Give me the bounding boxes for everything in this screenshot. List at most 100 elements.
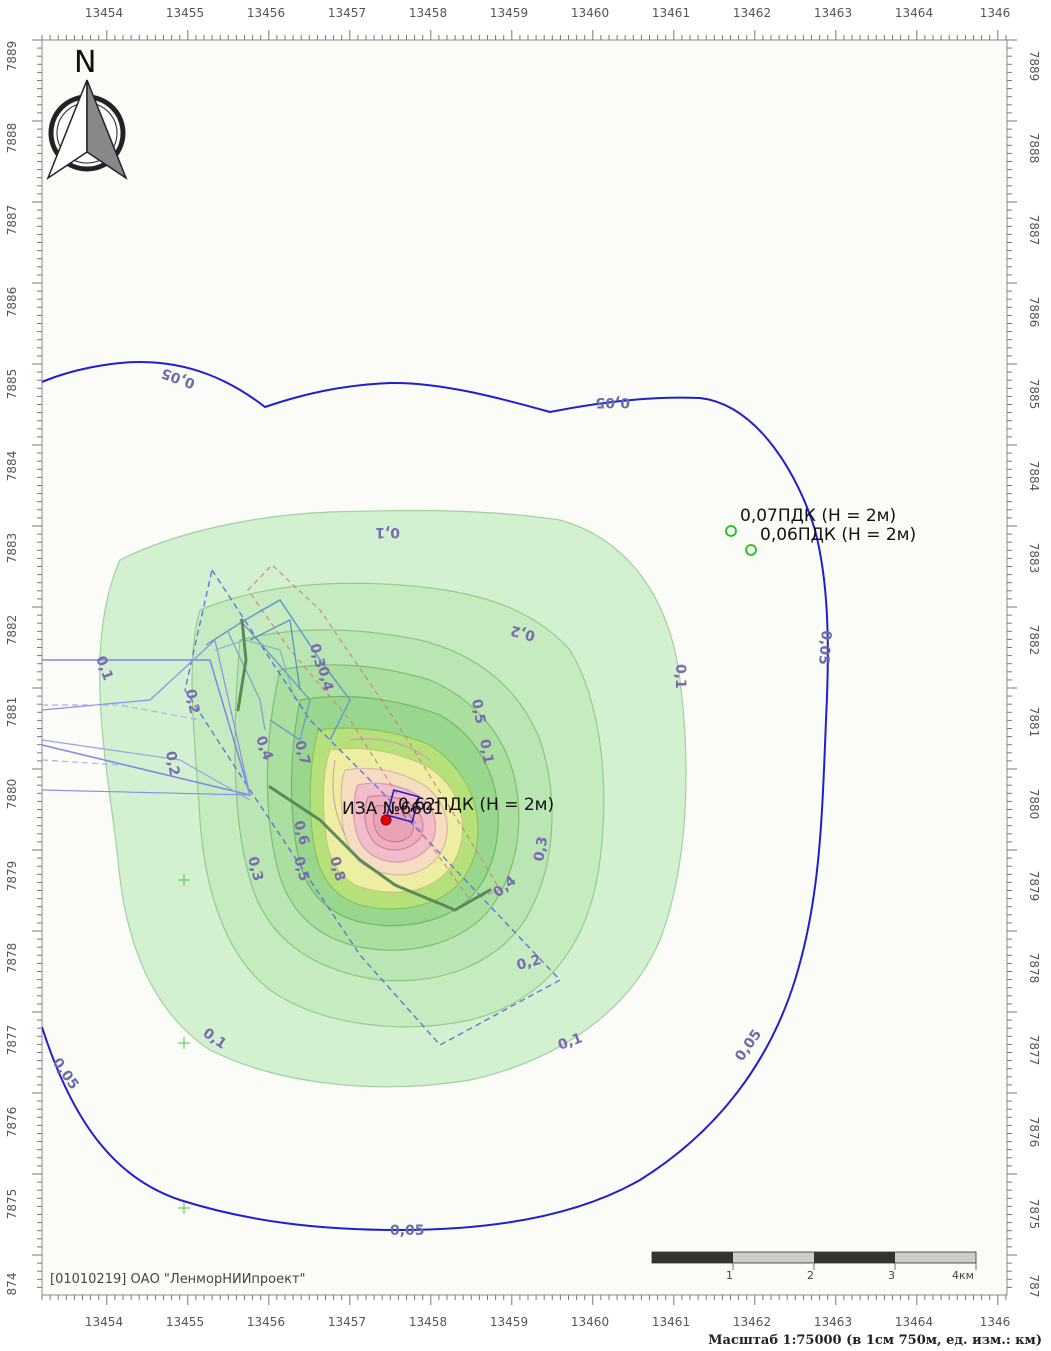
y-tick-label: 7880 (5, 779, 19, 810)
x-tick-label: 13457 (328, 6, 366, 20)
x-tick-label: 13457 (328, 1315, 366, 1329)
x-tick-label: 1346 (980, 1315, 1011, 1329)
y-tick-label: 7875 (1027, 1199, 1041, 1230)
emission-source-marker[interactable] (380, 814, 392, 826)
isoline-label: 0,1 (92, 654, 116, 683)
y-tick-label: 7882 (5, 615, 19, 646)
x-tick-label: 13455 (166, 6, 204, 20)
isoline-0-05 (42, 360, 829, 1232)
axis-ticks (32, 30, 1017, 1305)
scalebar-label: 2 (807, 1269, 814, 1282)
x-axis-labels-bottom: 13454 13455 13456 13457 13458 13459 1346… (85, 1315, 1010, 1329)
y-tick-label: 7885 (5, 369, 19, 400)
isoline-label: 0,1 (476, 738, 496, 765)
receptor-label: 0,07ПДК (H = 2м) (740, 506, 896, 526)
y-tick-label: 7883 (1027, 543, 1041, 574)
x-tick-label: 13464 (895, 1315, 933, 1329)
y-tick-label: 7878 (1027, 953, 1041, 984)
x-axis-labels-top: 13454 13455 13456 13457 13458 13459 1346… (85, 6, 1010, 20)
isoline-label: 0,1 (672, 664, 688, 689)
isoline-label: 0,1 (556, 1030, 585, 1054)
isoline-label: 0,3 (306, 642, 328, 670)
scalebar-label: 1 (726, 1269, 733, 1282)
isoline-label: 0,05 (390, 1223, 425, 1239)
concentration-fill (99, 509, 687, 1088)
north-arrow-icon: N (46, 45, 128, 180)
x-tick-label: 13458 (409, 6, 447, 20)
y-tick-label: 7883 (5, 533, 19, 564)
isoline-label: 0,3 (531, 835, 551, 862)
y-tick-label: 7886 (1027, 297, 1041, 328)
isoline-label: 0,8 (326, 855, 348, 883)
isoline-label: 0,05 (815, 630, 834, 666)
grid-cross-markers (178, 874, 190, 1214)
x-tick-label: 13461 (652, 1315, 690, 1329)
x-tick-label: 13454 (85, 6, 123, 20)
x-tick-label: 13463 (814, 6, 852, 20)
isoline-label: 0,2 (509, 622, 537, 644)
y-tick-label: 7878 (5, 943, 19, 974)
x-tick-label: 13454 (85, 1315, 123, 1329)
y-tick-label: 7887 (1027, 215, 1041, 246)
organization-label: [01010219] ОАО "ЛенморНИИпроект" (50, 1272, 306, 1287)
y-tick-label: 7875 (5, 1189, 19, 1220)
isoline-label: 0,3 (244, 855, 266, 883)
inner-isoline-labels: 0,1 0,1 0,1 0,1 0,1 0,2 0,2 0,2 0,3 0,3 … (92, 524, 688, 1054)
x-tick-label: 13456 (247, 6, 285, 20)
y-tick-label: 7876 (1027, 1117, 1041, 1148)
isoline-label: 0,2 (182, 688, 202, 715)
isoline-label: 0,6 (290, 819, 312, 847)
x-tick-label: 13462 (733, 6, 771, 20)
receptor-point-marker[interactable] (725, 525, 737, 537)
y-tick-label: 7877 (1027, 1035, 1041, 1066)
y-tick-label: 7888 (1027, 133, 1041, 164)
y-tick-label: 7882 (1027, 625, 1041, 656)
x-tick-label: 13456 (247, 1315, 285, 1329)
x-tick-label: 13463 (814, 1315, 852, 1329)
y-axis-labels-left: 7889 7888 7887 7886 7885 7884 7883 7882 … (5, 41, 19, 1296)
y-tick-label: 7888 (5, 123, 19, 154)
receptor-label: 0,06ПДК (H = 2м) (760, 525, 916, 545)
x-tick-label: 1346 (980, 6, 1011, 20)
isoline-label: 0,1 (375, 524, 400, 540)
y-tick-label: 7880 (1027, 789, 1041, 820)
x-tick-label: 13459 (490, 6, 528, 20)
isoline-label: 0,05 (595, 394, 630, 410)
isoline-label: 0,2 (162, 750, 182, 777)
y-tick-label: 7889 (5, 41, 19, 72)
scale-bar: 1 2 3 4км (651, 1251, 977, 1282)
scalebar-label: 3 (888, 1269, 895, 1282)
y-tick-label: 7886 (5, 287, 19, 318)
source-label: ИЗА №6601 (342, 799, 444, 819)
y-tick-label: 7889 (1027, 51, 1041, 82)
receptor-point-marker[interactable] (745, 544, 757, 556)
y-tick-label: 874 (5, 1273, 19, 1296)
y-axis-labels-right: 7889 7888 7887 7886 7885 7884 7883 7882 … (1027, 51, 1041, 1298)
y-tick-label: 7877 (5, 1025, 19, 1056)
y-tick-label: 7881 (1027, 707, 1041, 738)
y-tick-label: 7884 (1027, 461, 1041, 492)
north-label: N (74, 45, 96, 80)
y-tick-label: 7885 (1027, 379, 1041, 410)
industrial-outlines (42, 564, 562, 1046)
scalebar-label: 4км (952, 1269, 974, 1282)
x-tick-label: 13464 (895, 6, 933, 20)
x-tick-label: 13458 (409, 1315, 447, 1329)
x-tick-label: 13460 (571, 1315, 609, 1329)
x-tick-label: 13461 (652, 6, 690, 20)
y-tick-label: 7884 (5, 451, 19, 482)
receptor-points[interactable]: 0,07ПДК (H = 2м) 0,06ПДК (H = 2м) 0,62ПД… (342, 506, 916, 826)
x-tick-label: 13460 (571, 6, 609, 20)
isoline-label: 0,7 (291, 739, 313, 767)
x-tick-label: 13459 (490, 1315, 528, 1329)
roads (236, 618, 492, 912)
y-tick-label: 7876 (5, 1107, 19, 1138)
y-tick-label: 787 (1027, 1275, 1041, 1298)
isoline-label: 0,5 (468, 698, 488, 725)
y-tick-label: 7879 (5, 861, 19, 892)
scale-caption: Масштаб 1:75000 (в 1см 750м, ед. изм.: к… (708, 1333, 1042, 1348)
y-tick-label: 7879 (1027, 871, 1041, 902)
isoline-label: 0,4 (314, 665, 336, 693)
receptor-label: 0,62ПДК (H = 2м) (398, 795, 554, 815)
